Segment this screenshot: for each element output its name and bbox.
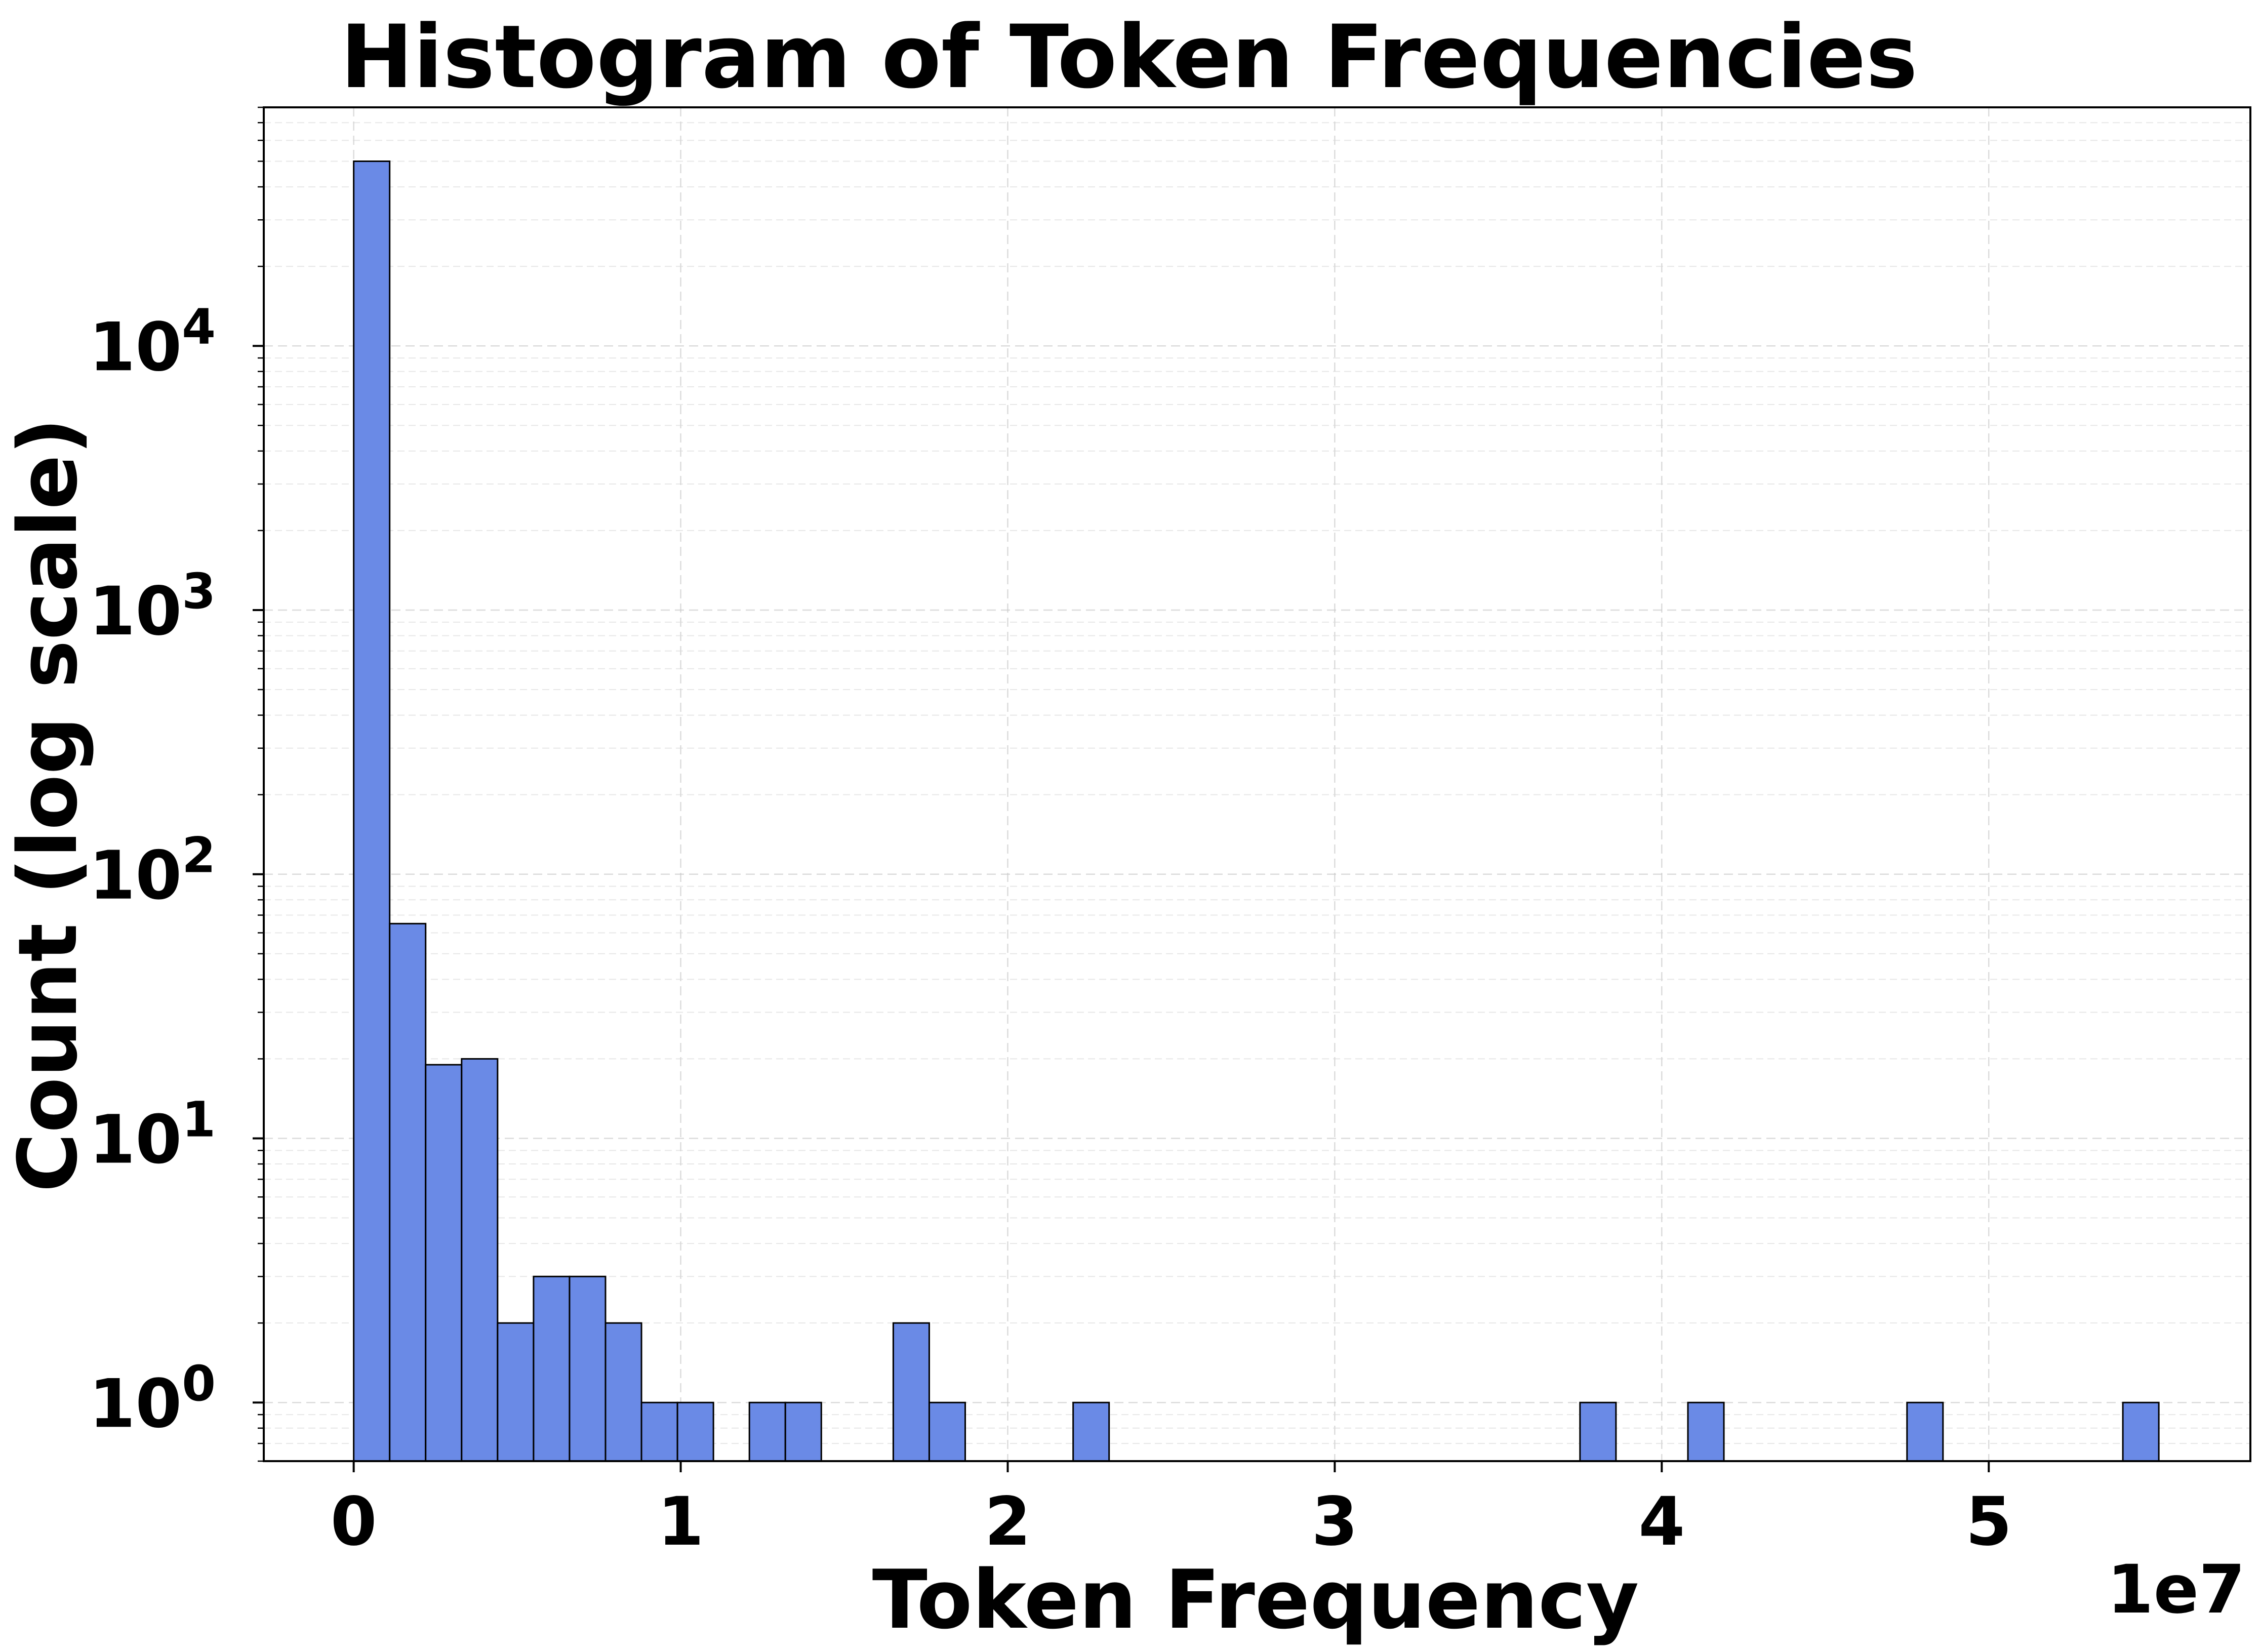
histogram-bar <box>604 1322 642 1462</box>
histogram-bar <box>1072 1401 1110 1462</box>
histogram-bar <box>353 160 391 1462</box>
y-tick-label: 103 <box>89 563 216 651</box>
x-tick-label: 5 <box>1965 1483 2012 1561</box>
histogram-bar <box>569 1275 607 1462</box>
x-axis-label: Token Frequency <box>872 1552 1639 1647</box>
histogram-bar <box>748 1401 786 1462</box>
x-tick-label: 0 <box>331 1483 377 1561</box>
histogram-bar <box>676 1401 714 1462</box>
x-axis-offset-label: 1e7 <box>2107 1551 2245 1629</box>
x-tick-label: 3 <box>1311 1483 1358 1561</box>
histogram-bar <box>1906 1401 1944 1462</box>
histogram-bar <box>497 1322 535 1462</box>
histogram-bar <box>784 1401 822 1462</box>
histogram-bar <box>892 1322 930 1462</box>
histogram-bar <box>389 922 427 1462</box>
histogram-bars <box>353 160 2160 1462</box>
axis-ticks <box>253 106 1990 1472</box>
histogram-bar <box>2122 1401 2160 1462</box>
histogram-bar <box>1579 1401 1617 1462</box>
x-tick-label: 2 <box>985 1483 1031 1561</box>
y-tick-labels: 100 101 102 103 104 <box>89 299 216 1443</box>
plot-area-frame <box>263 106 2251 1462</box>
chart-title: Histogram of Token Frequencies <box>340 6 1918 108</box>
x-tick-label: 4 <box>1638 1483 1685 1561</box>
histogram-bar <box>640 1401 678 1462</box>
y-axis-label: Count (log scale) <box>1 418 95 1192</box>
histogram-bar <box>425 1064 463 1462</box>
x-tick-label: 1 <box>658 1483 704 1561</box>
histogram-bar <box>928 1401 966 1462</box>
y-tick-label: 101 <box>89 1091 216 1179</box>
x-tick-labels: 0 1 2 3 4 5 <box>331 1483 2012 1561</box>
y-tick-label: 100 <box>89 1355 216 1443</box>
histogram-bar <box>533 1275 571 1462</box>
y-tick-label: 104 <box>89 299 216 386</box>
y-tick-label: 102 <box>89 827 216 915</box>
histogram-bar <box>1687 1401 1725 1462</box>
histogram-bar <box>461 1058 499 1462</box>
